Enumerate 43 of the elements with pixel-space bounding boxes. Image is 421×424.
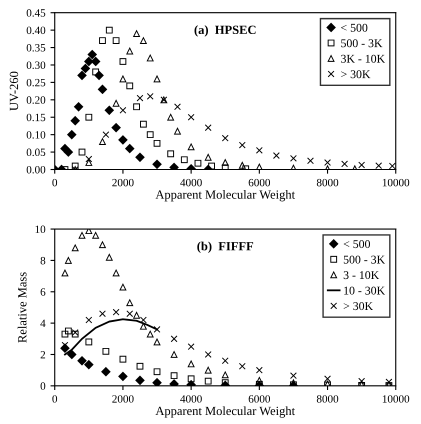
x-axis-title: Apparent Molecular Weight (156, 406, 296, 418)
y-axis-title: UV-260 (10, 72, 18, 111)
y-tick-label: 0.45 (26, 9, 46, 17)
legend-label: < 500 (341, 24, 368, 32)
x-tick-label: 2000 (112, 178, 134, 186)
x-tick-label: 4000 (180, 178, 202, 186)
y-tick-label: 0.15 (26, 114, 46, 122)
y-tick-label: 2 (40, 350, 46, 358)
y-tick-label: 0.10 (26, 131, 46, 139)
x-tick-label: 8000 (316, 395, 338, 403)
y-tick-label: 0.25 (26, 78, 46, 86)
y-tick-label: 0.00 (26, 166, 46, 174)
legend-label: 3K - 10K (341, 54, 385, 63)
y-tick-label: 0 (40, 382, 46, 390)
y-tick-label: 8 (40, 256, 46, 264)
y-tick-label: 6 (40, 288, 46, 296)
x-tick-label: 6000 (248, 395, 270, 403)
x-axis-title: Apparent Molecular Weight (156, 190, 296, 202)
legend-label: 3 - 10K (344, 271, 380, 280)
y-tick-label: 0.30 (26, 61, 46, 69)
x-tick-label: 0 (52, 178, 58, 186)
x-tick-label: 8000 (316, 178, 338, 186)
y-tick-label: 0.05 (26, 148, 46, 156)
x-tick-label: 6000 (248, 178, 270, 186)
x-tick-label: 0 (52, 395, 58, 403)
legend-label: > 30K (341, 70, 370, 78)
y-tick-label: 4 (40, 320, 46, 327)
y-tick-label: 10 (36, 226, 46, 234)
text: (b) FIFFF (197, 242, 254, 253)
y-tick-label: 0.40 (26, 26, 46, 34)
text: (a) HPSEC (194, 25, 256, 37)
x-tick-label: 2000 (112, 395, 134, 403)
legend-label: < 500 (344, 240, 370, 248)
x-tick-label: 10000 (382, 395, 410, 403)
legend-label: 500 - 3K (344, 256, 385, 264)
y-axis-title: Relative Mass (18, 272, 26, 343)
legend-label: > 30K (344, 302, 373, 310)
legend-label: 10 - 30K (344, 286, 385, 295)
y-tick-label: 0.35 (26, 44, 46, 52)
y-tick-label: 0.20 (26, 96, 46, 104)
x-tick-label: 4000 (180, 395, 202, 403)
x-tick-label: 10000 (382, 178, 410, 186)
legend-label: 500 - 3K (341, 39, 382, 48)
